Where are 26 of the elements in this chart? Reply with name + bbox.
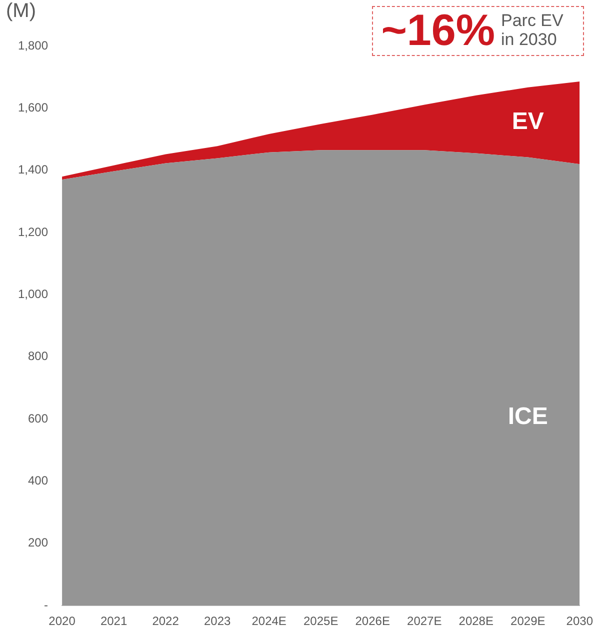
x-tick-label: 2030: [566, 614, 594, 628]
y-tick-label: 1,600: [18, 100, 48, 114]
x-tick-label: 2021: [100, 614, 128, 628]
annotation: ~16%: [381, 6, 495, 55]
series-label: ICE: [508, 402, 548, 430]
y-tick-label: 1,800: [18, 38, 48, 52]
y-axis-title: (M): [6, 0, 36, 23]
y-tick-label: 200: [28, 536, 48, 550]
y-tick-label: -: [44, 598, 48, 612]
x-tick-label: 2026E: [355, 614, 390, 628]
x-tick-label: 2029E: [510, 614, 546, 628]
x-tick-label: 2024E: [252, 614, 286, 628]
y-tick-label: 1,400: [18, 162, 48, 177]
series-label: EV: [512, 108, 544, 135]
x-tick-label: 2025E: [303, 614, 338, 628]
annotation: Parc EV in 2030: [501, 11, 564, 50]
x-tick-label: 2022: [152, 614, 180, 628]
x-tick-label: 2023: [204, 614, 231, 628]
y-tick-label: 1,200: [18, 224, 48, 239]
x-tick-label: 2028E: [458, 614, 494, 628]
x-tick-label: 2027E: [407, 614, 442, 628]
y-tick-label: 1,000: [18, 287, 48, 302]
y-tick-label: 400: [28, 474, 48, 488]
y-tick-label: 800: [28, 349, 48, 364]
x-tick-label: 2020: [48, 614, 76, 628]
y-tick-label: 600: [28, 411, 48, 426]
